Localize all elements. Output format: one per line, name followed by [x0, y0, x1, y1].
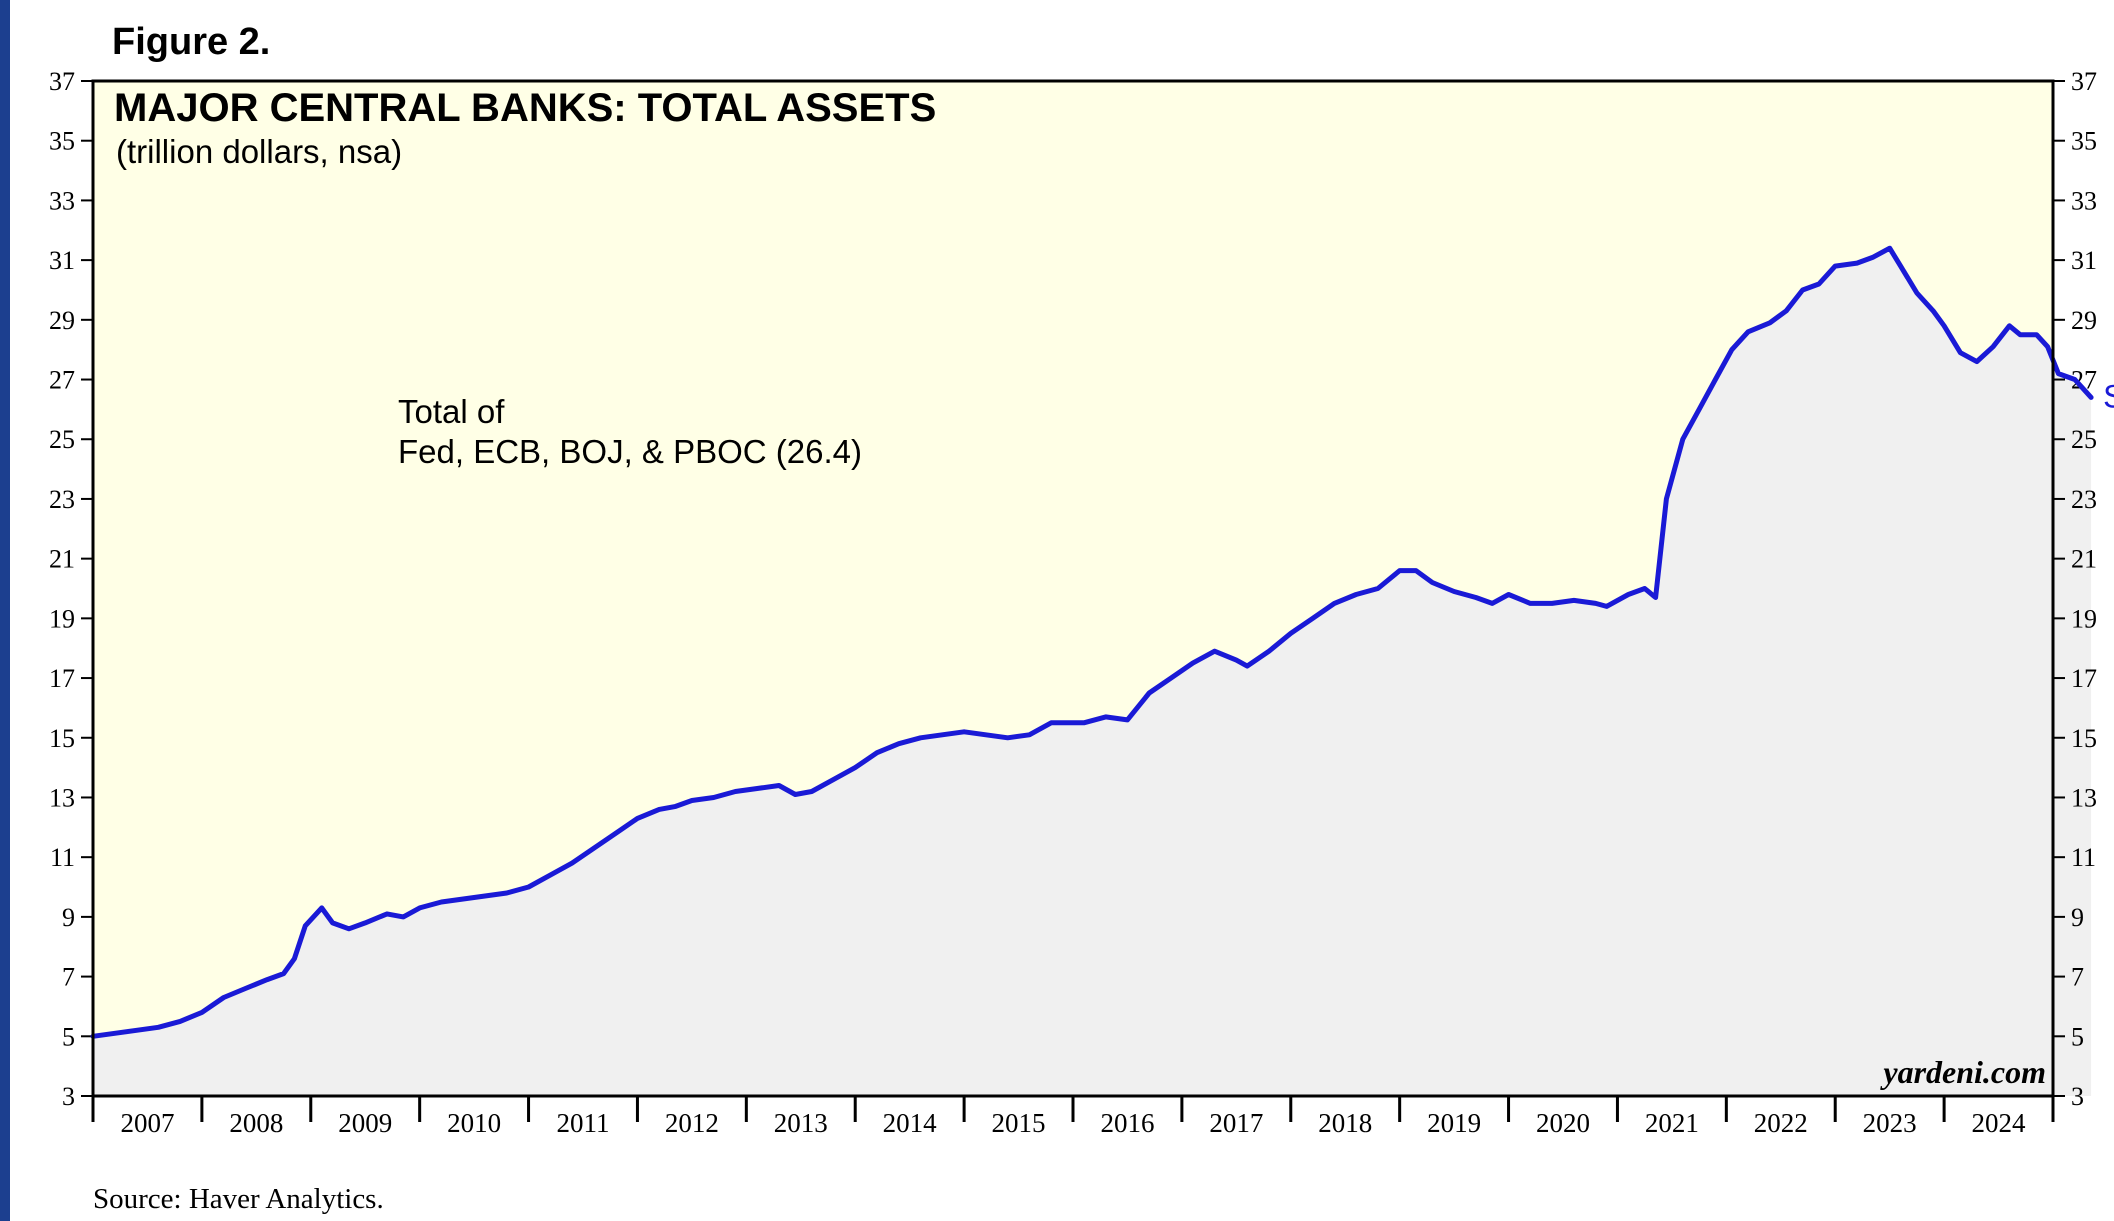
x-tick-label: 2013 — [774, 1108, 828, 1138]
y-tick-label-right: 35 — [2071, 127, 2097, 156]
x-tick-label: 2021 — [1645, 1108, 1699, 1138]
y-tick-label-right: 19 — [2071, 604, 2097, 633]
y-tick-label-left: 23 — [49, 485, 75, 514]
y-tick-label-right: 21 — [2071, 545, 2097, 574]
x-tick-label: 2016 — [1100, 1108, 1154, 1138]
plot-border — [91, 79, 2055, 1098]
area-fill — [93, 248, 2092, 1096]
y-tick-label-right: 7 — [2071, 963, 2084, 992]
x-tick-label: 2023 — [1863, 1108, 1917, 1138]
x-tick-label: 2024 — [1972, 1108, 2027, 1138]
x-tick-label: 2012 — [665, 1108, 719, 1138]
y-tick-label-right: 13 — [2071, 783, 2097, 812]
x-tick-label: 2019 — [1427, 1108, 1481, 1138]
y-tick-label-right: 31 — [2071, 246, 2097, 275]
y-tick-label-left: 33 — [49, 186, 75, 215]
y-tick-label-left: 9 — [62, 903, 75, 932]
y-tick-label-left: 29 — [49, 306, 75, 335]
y-tick-label-right: 9 — [2071, 903, 2084, 932]
x-tick-label: 2014 — [883, 1108, 938, 1138]
x-tick-label: 2011 — [557, 1108, 610, 1138]
y-tick-label-left: 5 — [62, 1022, 75, 1051]
y-tick-label-right: 29 — [2071, 306, 2097, 335]
y-tick-label-left: 25 — [49, 425, 75, 454]
x-tick-label: 2018 — [1318, 1108, 1372, 1138]
y-tick-label-right: 3 — [2071, 1082, 2084, 1111]
y-tick-label-left: 11 — [50, 843, 75, 872]
y-tick-label-left: 13 — [49, 783, 75, 812]
y-tick-label-right: 5 — [2071, 1022, 2084, 1051]
series-annotation-line2: Fed, ECB, BOJ, & PBOC (26.4) — [398, 433, 862, 470]
source-note: Source: Haver Analytics. — [93, 1183, 384, 1215]
y-tick-label-right: 33 — [2071, 186, 2097, 215]
y-tick-label-right: 25 — [2071, 425, 2097, 454]
figure-label: Figure 2. — [112, 21, 270, 63]
x-tick-label: 2020 — [1536, 1108, 1590, 1138]
y-tick-label-left: 31 — [49, 246, 75, 275]
y-tick-label-right: 37 — [2071, 67, 2097, 96]
series-end-label: Sep — [2103, 378, 2114, 414]
x-tick-label: 2015 — [992, 1108, 1046, 1138]
x-tick-label: 2007 — [120, 1108, 174, 1138]
y-tick-label-right: 15 — [2071, 724, 2097, 753]
y-tick-label-left: 37 — [49, 67, 75, 96]
y-tick-label-right: 23 — [2071, 485, 2097, 514]
x-tick-label: 2009 — [338, 1108, 392, 1138]
chart-figure: 3 5 7 9 11 13 15 17 19 21 23 25 27 29 31 33 35 37 3 5 7 9 11 1… — [10, 0, 2114, 1221]
chart-title: MAJOR CENTRAL BANKS: TOTAL ASSETS — [114, 86, 936, 130]
series-annotation-line1: Total of — [398, 393, 505, 430]
x-tick-label: 2010 — [447, 1108, 501, 1138]
x-tick-label: 2008 — [229, 1108, 283, 1138]
y-tick-label-left: 3 — [62, 1082, 75, 1111]
y-tick-label-left: 35 — [49, 127, 75, 156]
series-line-total-assets — [90, 245, 2094, 1039]
y-tick-label-left: 17 — [49, 664, 75, 693]
y-tick-label-left: 19 — [49, 604, 75, 633]
chart-subtitle: (trillion dollars, nsa) — [116, 133, 402, 170]
y-tick-label-right: 17 — [2071, 664, 2097, 693]
y-tick-label-left: 21 — [49, 545, 75, 574]
x-tick-label: 2022 — [1754, 1108, 1808, 1138]
watermark: yardeni.com — [1879, 1054, 2046, 1090]
x-axis: 2007 2008 2009 2010 2011 2012 2013 2014 2015 2016… — [91, 1096, 2055, 1138]
y-tick-label-right: 11 — [2071, 843, 2096, 872]
y-tick-label-left: 15 — [49, 724, 75, 753]
x-tick-label: 2017 — [1209, 1108, 1263, 1138]
y-tick-label-left: 7 — [62, 963, 75, 992]
y-tick-label-left: 27 — [49, 366, 75, 395]
